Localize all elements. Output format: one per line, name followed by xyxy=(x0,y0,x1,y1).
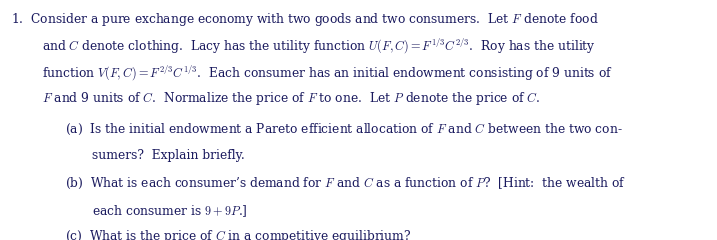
Text: (a)  Is the initial endowment a Pareto efficient allocation of $F$ and $C$ betwe: (a) Is the initial endowment a Pareto ef… xyxy=(65,122,622,138)
Text: sumers?  Explain briefly.: sumers? Explain briefly. xyxy=(92,149,244,162)
Text: and $C$ denote clothing.  Lacy has the utility function $U(F,C) = F^{1/3}C^{2/3}: and $C$ denote clothing. Lacy has the ut… xyxy=(42,37,595,56)
Text: each consumer is $9+9P$.]: each consumer is $9+9P$.] xyxy=(92,203,247,219)
Text: (c)  What is the price of $C$ in a competitive equilibrium?: (c) What is the price of $C$ in a compet… xyxy=(65,228,411,240)
Text: 1.  Consider a pure exchange economy with two goods and two consumers.  Let $F$ : 1. Consider a pure exchange economy with… xyxy=(11,11,599,28)
Text: (b)  What is each consumer’s demand for $F$ and $C$ as a function of $P$?  [Hint: (b) What is each consumer’s demand for $… xyxy=(65,176,625,192)
Text: function $V(F,C) = F^{2/3}C^{1/3}$.  Each consumer has an initial endowment cons: function $V(F,C) = F^{2/3}C^{1/3}$. Each… xyxy=(42,64,612,83)
Text: $F$ and 9 units of $C$.  Normalize the price of $F$ to one.  Let $P$ denote the : $F$ and 9 units of $C$. Normalize the pr… xyxy=(42,90,540,107)
